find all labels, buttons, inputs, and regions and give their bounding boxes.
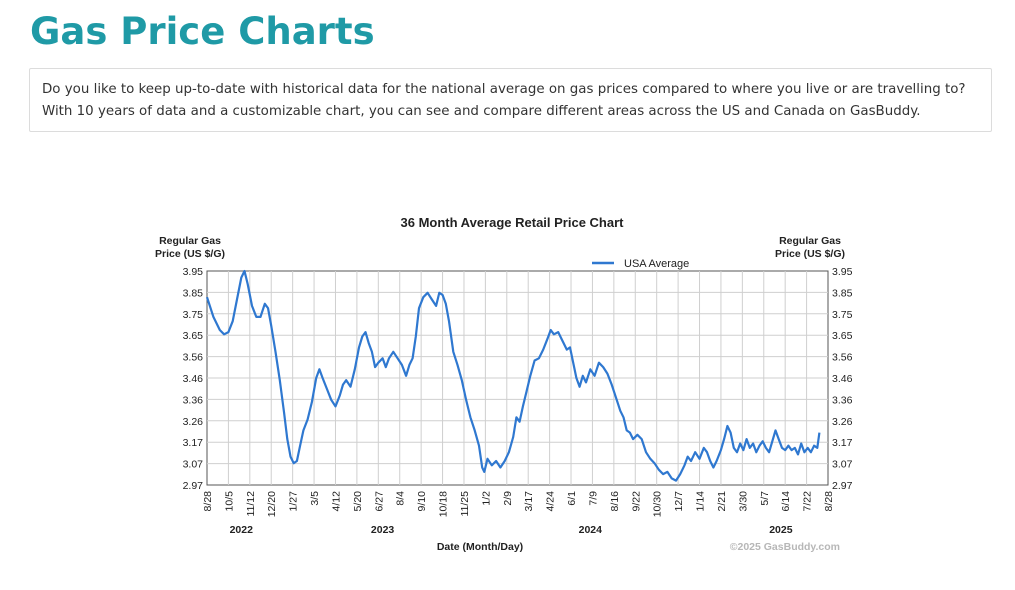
x-tick-label: 9/10 [416, 491, 428, 512]
year-label: 2023 [371, 524, 395, 536]
x-tick-label: 1/14 [695, 491, 707, 512]
legend-label: USA Average [624, 258, 689, 270]
year-label: 2025 [769, 524, 793, 536]
x-tick-label: 9/22 [630, 491, 642, 512]
y-tick-label-left: 3.17 [183, 437, 204, 449]
y-tick-label-left: 3.26 [183, 416, 204, 428]
y-tick-label-left: 3.46 [183, 373, 204, 385]
x-tick-label: 3/17 [523, 491, 535, 512]
x-tick-label: 3/5 [309, 491, 321, 506]
x-tick-label: 7/9 [587, 491, 599, 506]
chart-title: 36 Month Average Retail Price Chart [401, 215, 625, 230]
year-label: 2022 [230, 524, 254, 536]
x-tick-label: 4/24 [545, 491, 557, 512]
y-tick-label-left: 3.36 [183, 394, 204, 406]
y-tick-label-left: 2.97 [183, 480, 204, 492]
x-tick-label: 5/7 [759, 491, 771, 506]
y-tick-label-left: 3.75 [183, 309, 204, 321]
x-tick-label: 2/21 [716, 491, 728, 512]
y-tick-label-right: 3.56 [832, 352, 853, 364]
x-tick-label: 8/4 [395, 491, 407, 506]
y-axis-title-right: Price (US $/G) [775, 248, 845, 260]
x-tick-label: 2/9 [502, 491, 514, 506]
x-tick-label: 11/25 [459, 491, 471, 517]
x-tick-label: 1/27 [288, 491, 300, 512]
x-tick-label: 10/18 [438, 491, 450, 517]
x-tick-label: 11/12 [245, 491, 257, 517]
x-tick-label: 12/7 [673, 491, 685, 512]
y-tick-label-right: 3.46 [832, 373, 853, 385]
year-label: 2024 [579, 524, 603, 536]
x-tick-label: 6/1 [566, 491, 578, 506]
y-axis-title-right: Regular Gas [779, 235, 841, 247]
x-tick-label: 10/30 [652, 491, 664, 517]
x-tick-label: 3/30 [737, 491, 749, 512]
y-tick-label-left: 3.07 [183, 459, 204, 471]
x-tick-label: 6/27 [373, 491, 385, 512]
x-tick-label: 6/14 [780, 491, 792, 512]
y-tick-label-right: 3.65 [832, 330, 853, 342]
y-tick-label-right: 3.07 [832, 459, 853, 471]
x-tick-label: 12/20 [266, 491, 278, 517]
y-tick-label-left: 3.95 [183, 266, 204, 278]
x-axis-title: Date (Month/Day) [437, 541, 523, 553]
y-tick-label-left: 3.56 [183, 352, 204, 364]
y-tick-label-left: 3.65 [183, 330, 204, 342]
y-tick-label-right: 3.75 [832, 309, 853, 321]
y-tick-label-right: 3.26 [832, 416, 853, 428]
y-tick-label-right: 3.85 [832, 287, 853, 299]
y-axis-title-left: Price (US $/G) [155, 248, 225, 260]
intro-text: Do you like to keep up-to-date with hist… [29, 68, 992, 132]
x-tick-label: 10/5 [223, 491, 235, 512]
y-tick-label-right: 3.36 [832, 394, 853, 406]
x-tick-label: 8/28 [202, 491, 214, 512]
x-tick-label: 4/12 [330, 491, 342, 512]
x-tick-label: 8/28 [823, 491, 835, 512]
y-tick-label-left: 3.85 [183, 287, 204, 299]
y-tick-label-right: 3.17 [832, 437, 853, 449]
x-tick-label: 8/16 [609, 491, 621, 512]
page-title: Gas Price Charts [30, 10, 375, 53]
y-axis-title-left: Regular Gas [159, 235, 221, 247]
copyright-label: ©2025 GasBuddy.com [730, 541, 840, 553]
y-tick-label-right: 3.95 [832, 266, 853, 278]
y-tick-label-right: 2.97 [832, 480, 853, 492]
series-line-usa-average [205, 269, 821, 482]
x-tick-label: 5/20 [352, 491, 364, 512]
x-tick-label: 7/22 [802, 491, 814, 512]
x-tick-label: 1/2 [480, 491, 492, 506]
